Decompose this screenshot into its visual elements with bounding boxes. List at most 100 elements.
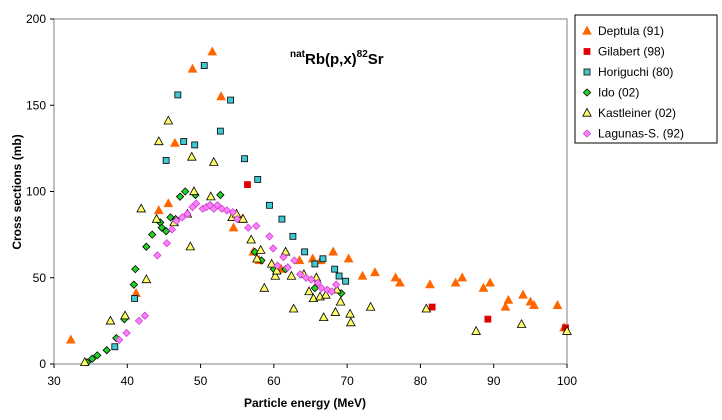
data-point [200, 62, 208, 69]
data-point [485, 277, 495, 287]
data-point [345, 308, 355, 318]
data-point [175, 192, 185, 201]
data-point [516, 318, 527, 328]
legend-label: Kastleiner (02) [598, 106, 676, 120]
data-point [319, 255, 327, 263]
x-axis-label: Particle energy (MeV) [244, 396, 366, 410]
data-point [290, 256, 299, 265]
legend-box [574, 14, 718, 144]
data-point [186, 151, 197, 161]
data-point [183, 209, 192, 219]
data-point [296, 270, 305, 279]
data-point [241, 155, 248, 163]
chart-title-superscript-mass: 82 [357, 49, 369, 60]
data-point [255, 244, 266, 254]
data-point [185, 241, 196, 251]
data-point [278, 215, 286, 223]
data-point [134, 316, 144, 326]
data-point [213, 201, 222, 210]
data-point [313, 278, 322, 288]
data-point [283, 263, 292, 272]
y-tick-label: 100 [26, 185, 46, 199]
data-point [425, 279, 435, 289]
data-point [266, 201, 273, 209]
data-point [365, 301, 376, 311]
y-axis-label: Cross sections (mb) [10, 134, 24, 249]
data-point [518, 289, 528, 299]
data-point [370, 267, 380, 277]
data-point [191, 141, 199, 149]
data-point [180, 138, 188, 145]
legend-marker [582, 107, 592, 117]
legend-marker [583, 48, 591, 55]
x-tick-label: 60 [267, 374, 281, 388]
data-point [286, 270, 297, 280]
data-point [288, 303, 299, 313]
data-point [151, 213, 162, 223]
data-point [529, 300, 539, 309]
data-point [289, 232, 297, 240]
legend-label: Deptula (91) [598, 24, 664, 38]
chart-title-superscript-nat: nat [290, 49, 306, 60]
data-point [233, 214, 242, 224]
data-point [227, 96, 235, 104]
legend-marker [583, 68, 591, 76]
data-point [163, 198, 174, 208]
data-point [170, 137, 180, 147]
data-point [207, 46, 218, 56]
data-point [342, 277, 350, 285]
data-point [181, 187, 190, 196]
legend-label: Horiguchi (80) [598, 65, 673, 79]
data-point [153, 136, 164, 146]
data-point [484, 315, 492, 323]
data-point [131, 264, 140, 274]
data-point [310, 283, 320, 293]
data-point [254, 176, 262, 183]
legend-label: Ido (02) [598, 86, 639, 100]
data-point [228, 208, 237, 217]
data-point [357, 270, 368, 280]
data-point [244, 223, 253, 232]
data-point [111, 343, 119, 351]
data-point [178, 213, 187, 222]
chart-title-main: Rb(p,x) [305, 51, 357, 68]
data-point [93, 351, 102, 360]
chart-title-element: Sr [368, 51, 384, 68]
data-point [552, 300, 563, 309]
x-tick-label: 80 [414, 374, 428, 388]
data-point [192, 199, 201, 208]
data-point [265, 232, 274, 241]
data-point [345, 317, 356, 327]
data-point [471, 325, 481, 335]
chart-title: natRb(p,x)82Sr [290, 49, 384, 68]
data-point [421, 303, 432, 313]
x-axis: 30 40 50 60 70 80 90 100 [47, 364, 577, 388]
data-point [273, 261, 282, 270]
y-axis: 0 50 100 150 200 [26, 12, 54, 371]
data-point [478, 282, 489, 292]
data-point [321, 289, 331, 299]
data-point [503, 294, 514, 304]
x-tick-label: 100 [557, 374, 577, 388]
data-point [189, 186, 199, 196]
data-points [65, 46, 572, 367]
data-point [153, 251, 162, 260]
data-point [266, 258, 277, 268]
data-point [102, 346, 111, 355]
data-point [457, 272, 468, 282]
data-point [450, 277, 461, 287]
data-point [172, 216, 181, 225]
data-point [167, 225, 177, 234]
data-point [87, 354, 97, 363]
data-point [327, 287, 336, 296]
data-point [79, 356, 90, 366]
x-tick-label: 50 [194, 374, 208, 388]
x-tick-label: 40 [121, 374, 135, 388]
data-point [279, 252, 288, 262]
legend-marker [582, 25, 592, 35]
x-tick-label: 90 [487, 374, 501, 388]
data-point [115, 335, 124, 345]
data-point [157, 223, 166, 232]
data-point [228, 222, 239, 232]
